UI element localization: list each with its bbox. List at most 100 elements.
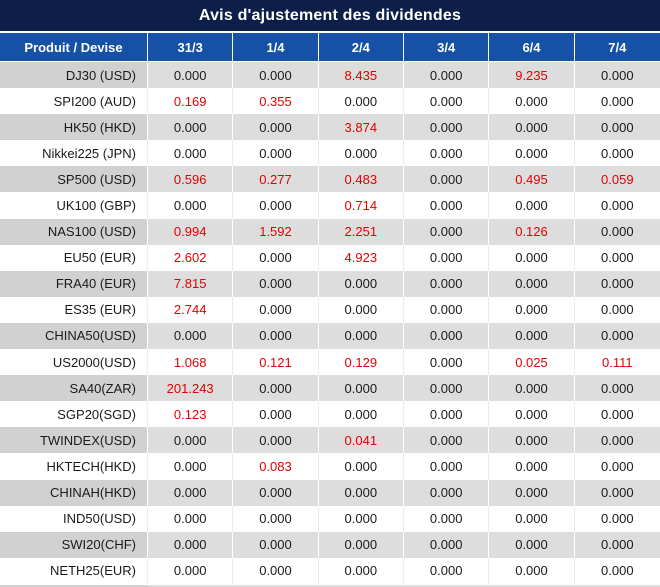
dividend-value: 0.000	[574, 531, 660, 558]
dividend-value: 0.000	[489, 296, 575, 323]
dividend-value: 0.000	[148, 322, 234, 350]
dividend-value: 0.126	[489, 218, 575, 245]
dividend-value: 0.000	[318, 531, 404, 558]
dividend-value: 2.602	[148, 244, 234, 271]
dividend-value: 0.000	[233, 270, 319, 297]
dividend-value: 0.000	[233, 531, 319, 558]
dividend-value: 0.000	[404, 218, 490, 245]
product-label: SGP20(SGD)	[0, 401, 148, 428]
dividend-value: 0.000	[489, 88, 575, 115]
product-label: TWINDEX(USD)	[0, 427, 148, 454]
dividend-value: 0.000	[404, 531, 490, 558]
dividend-value: 0.000	[318, 270, 404, 297]
dividend-value: 0.169	[148, 88, 234, 115]
dividend-value: 0.000	[574, 479, 660, 506]
dividend-value: 1.068	[148, 349, 234, 376]
dividend-value: 0.596	[148, 166, 234, 193]
dividend-value: 0.483	[318, 166, 404, 193]
dividend-value: 2.251	[318, 218, 404, 245]
dividend-value: 0.000	[574, 557, 660, 584]
table-row: EU50 (EUR) 2.602 0.000 4.923 0.000 0.000 0.000	[0, 244, 660, 271]
dividend-value: 0.000	[233, 62, 319, 89]
table-row: SPI200 (AUD) 0.169 0.355 0.000 0.000 0.000 0.0…	[0, 88, 660, 115]
dividend-value: 0.000	[574, 296, 660, 323]
table-row: SP500 (USD) 0.596 0.277 0.483 0.000 0.495 0.05…	[0, 166, 660, 193]
product-label: SPI200 (AUD)	[0, 88, 148, 115]
dividend-value: 0.000	[148, 479, 234, 506]
dividend-value: 0.000	[233, 322, 319, 350]
product-label: CHINA50(USD)	[0, 322, 148, 350]
dividend-value: 0.000	[489, 375, 575, 402]
dividend-value: 0.000	[404, 453, 490, 480]
dividend-value: 0.000	[489, 531, 575, 558]
table-row: ES35 (EUR) 2.744 0.000 0.000 0.000 0.000 0.000	[0, 296, 660, 323]
table-row: SA40(ZAR) 201.243 0.000 0.000 0.000 0.000 0.00…	[0, 375, 660, 402]
table-header-row: Produit / Devise 31/3 1/4 2/4 3/4 6/4 7/4	[0, 33, 660, 61]
dividend-value: 0.000	[574, 453, 660, 480]
product-label: SA40(ZAR)	[0, 375, 148, 402]
product-label: ES35 (EUR)	[0, 296, 148, 323]
dividend-value: 0.000	[233, 296, 319, 323]
dividend-value: 0.000	[574, 270, 660, 297]
dividend-value: 0.000	[404, 375, 490, 402]
dividend-value: 0.000	[574, 140, 660, 167]
dividend-value: 0.000	[318, 322, 404, 350]
dividend-value: 0.000	[574, 401, 660, 428]
dividend-value: 0.000	[318, 505, 404, 532]
dividend-value: 0.000	[148, 557, 234, 584]
dividend-value: 9.235	[489, 62, 575, 89]
dividend-value: 2.744	[148, 296, 234, 323]
dividend-value: 0.000	[404, 192, 490, 219]
dividend-value: 0.123	[148, 401, 234, 428]
dividend-value: 0.000	[404, 88, 490, 115]
table-row: DJ30 (USD) 0.000 0.000 8.435 0.000 9.235 0.000	[0, 62, 660, 89]
table-row: SGP20(SGD) 0.123 0.000 0.000 0.000 0.000 0.000	[0, 401, 660, 428]
dividend-value: 0.041	[318, 427, 404, 454]
dividend-value: 0.111	[574, 349, 660, 376]
table-row: IND50(USD) 0.000 0.000 0.000 0.000 0.000 0.000	[0, 505, 660, 532]
product-label: SP500 (USD)	[0, 166, 148, 193]
dividend-value: 0.000	[574, 62, 660, 89]
dividend-value: 0.000	[489, 479, 575, 506]
dividend-value: 0.495	[489, 166, 575, 193]
dividend-value: 0.000	[489, 427, 575, 454]
dividend-value: 0.000	[489, 114, 575, 141]
dividend-value: 0.000	[574, 88, 660, 115]
product-label: IND50(USD)	[0, 505, 148, 532]
table-row: CHINA50(USD) 0.000 0.000 0.000 0.000 0.000 0.0…	[0, 322, 660, 350]
cutoff-row-label-area	[0, 584, 148, 587]
dividend-value: 0.994	[148, 218, 234, 245]
cutoff-row-strip	[0, 584, 660, 587]
dividend-value: 0.000	[233, 557, 319, 584]
dividend-value: 0.000	[574, 114, 660, 141]
dividend-value: 0.000	[233, 114, 319, 141]
dividend-value: 0.000	[574, 375, 660, 402]
product-label: Nikkei225 (JPN)	[0, 140, 148, 167]
dividend-value: 0.025	[489, 349, 575, 376]
table-row: UK100 (GBP) 0.000 0.000 0.714 0.000 0.000 0.00…	[0, 192, 660, 219]
dividend-value: 0.714	[318, 192, 404, 219]
table-row: US2000(USD) 1.068 0.121 0.129 0.000 0.025 0.11…	[0, 349, 660, 376]
dividend-value: 0.000	[233, 244, 319, 271]
dividend-value: 0.000	[404, 62, 490, 89]
dividend-value: 0.000	[318, 557, 404, 584]
date-header: 1/4	[233, 33, 319, 61]
dividend-value: 0.000	[574, 218, 660, 245]
dividend-value: 0.000	[489, 453, 575, 480]
table-row: Nikkei225 (JPN) 0.000 0.000 0.000 0.000 0.000…	[0, 140, 660, 167]
dividend-value: 0.000	[489, 505, 575, 532]
dividend-value: 201.243	[148, 375, 234, 402]
dividend-value: 0.000	[404, 322, 490, 350]
dividend-value: 0.000	[404, 427, 490, 454]
table-body: DJ30 (USD) 0.000 0.000 8.435 0.000 9.235 0.000…	[0, 62, 660, 584]
dividend-value: 0.000	[404, 557, 490, 584]
product-label: NAS100 (USD)	[0, 218, 148, 245]
table-row: HK50 (HKD) 0.000 0.000 3.874 0.000 0.000 0.000	[0, 114, 660, 141]
product-label: HKTECH(HKD)	[0, 453, 148, 480]
dividend-value: 0.000	[404, 296, 490, 323]
dividend-value: 0.000	[148, 505, 234, 532]
dividend-value: 0.000	[233, 401, 319, 428]
dividend-value: 0.000	[489, 244, 575, 271]
table-row: FRA40 (EUR) 7.815 0.000 0.000 0.000 0.000 0.00…	[0, 270, 660, 297]
table-row: NETH25(EUR) 0.000 0.000 0.000 0.000 0.000 0.00…	[0, 557, 660, 584]
